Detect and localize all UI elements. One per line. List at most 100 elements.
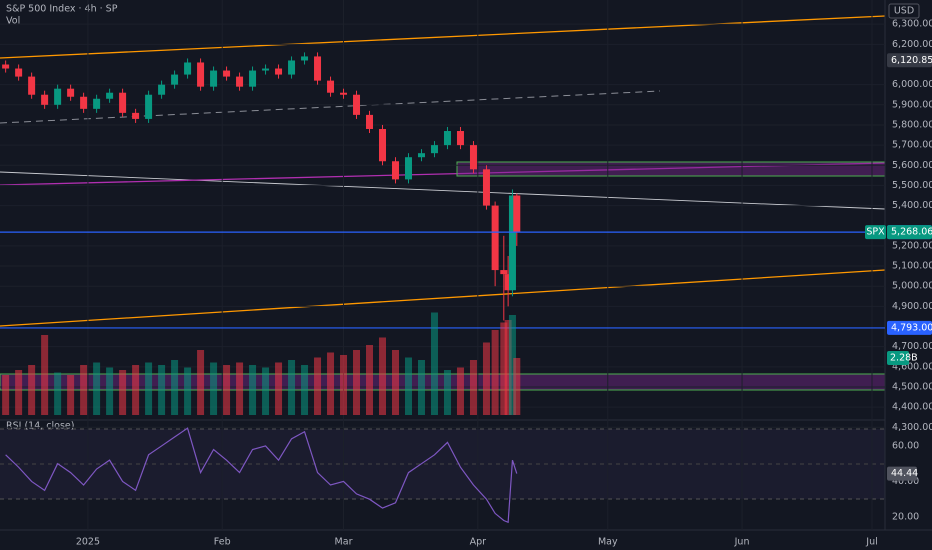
candle-body	[391, 161, 399, 180]
candle-body	[500, 270, 508, 275]
candle-body	[28, 76, 36, 95]
price-tag: 5,268.06	[887, 225, 932, 240]
x-tick-label: Jul	[865, 537, 877, 548]
volume-bar	[54, 372, 62, 415]
price-tag-box	[887, 53, 932, 68]
x-tick-label: 2025	[76, 537, 100, 548]
candle-body	[404, 157, 412, 180]
volume-bar	[508, 315, 516, 415]
volume-bar	[379, 337, 387, 415]
candle-body	[145, 94, 153, 119]
candle-body	[482, 169, 490, 206]
price-tag-label: 5,268.06	[891, 227, 932, 238]
dashed-line	[0, 90, 661, 124]
rsi-tick-label: 20.00	[892, 511, 919, 522]
volume-bar	[210, 362, 218, 415]
candle-body	[417, 153, 425, 158]
volume-bar	[15, 370, 23, 415]
candle-body	[2, 64, 10, 69]
volume-bar	[391, 350, 399, 415]
y-tick-label: 5,500.00	[892, 180, 932, 191]
rsi-title: RSI (14, close)	[6, 421, 74, 432]
volume-bar	[223, 365, 231, 415]
volume-bar	[119, 370, 127, 415]
candle-body	[158, 84, 166, 95]
x-tick-label: Jun	[734, 537, 750, 548]
candle-body	[504, 274, 512, 291]
candle-body	[119, 92, 127, 113]
volume-tag: 2.28B	[887, 351, 918, 365]
x-tick-label: May	[598, 537, 618, 548]
candle-body	[54, 88, 62, 105]
currency: USD	[894, 6, 914, 17]
volume-bar	[93, 362, 101, 415]
candle-body	[379, 128, 387, 162]
volume-bar	[417, 360, 425, 415]
currency-box	[888, 3, 920, 19]
candle-body	[275, 68, 283, 75]
trend-line	[0, 15, 886, 59]
x-tick-label: Feb	[214, 537, 231, 548]
candle-body	[288, 60, 296, 75]
y-tick-label: 5,800.00	[892, 119, 932, 130]
candle-body	[340, 92, 348, 95]
volume-tag-box	[887, 351, 909, 365]
rsi-tick-label: 40.00	[892, 476, 919, 487]
trend-line	[0, 171, 886, 210]
y-tick-label: 6,200.00	[892, 39, 932, 50]
candle-body	[171, 74, 179, 85]
candle-body	[106, 92, 114, 99]
candle-body	[456, 131, 464, 146]
x-tick-label: Mar	[335, 537, 353, 548]
y-tick-label: 6,000.00	[892, 79, 932, 90]
symbol-tag: SPX	[865, 225, 886, 240]
y-tick-label: 4,400.00	[892, 402, 932, 413]
chart-title: S&P 500 Index · 4h · SP	[6, 4, 118, 15]
volume-bar	[41, 335, 49, 415]
price-tag: 4,793.00	[887, 320, 932, 335]
rsi-tag-label: 44.44	[891, 468, 918, 479]
candle-body	[508, 195, 516, 291]
volume-tag-label: 2.28B	[890, 353, 918, 364]
price-tag-box	[887, 225, 932, 240]
y-tick-label: 5,700.00	[892, 140, 932, 151]
volume-bar	[106, 367, 114, 415]
volume-bar	[430, 312, 438, 415]
y-tick-label: 5,400.00	[892, 200, 932, 211]
symbol-tag-box	[865, 225, 886, 240]
volume-bar	[482, 342, 490, 415]
symbol-tag-label: SPX	[866, 227, 885, 238]
zone	[456, 161, 886, 177]
candle-body	[249, 70, 257, 87]
volume-bar	[80, 365, 88, 415]
volume-bar	[197, 350, 205, 415]
volume-title: Vol	[6, 16, 20, 27]
y-tick-label: 4,900.00	[892, 301, 932, 312]
candle-body	[236, 76, 244, 87]
volume-bar	[491, 330, 499, 415]
volume-bar	[67, 375, 75, 415]
volume-bar	[132, 365, 140, 415]
volume-bar	[145, 362, 153, 415]
volume-bar	[314, 357, 322, 415]
rsi-tag-box	[887, 466, 917, 481]
volume-bar	[443, 370, 451, 415]
trend-line	[0, 269, 886, 327]
volume-bar	[500, 322, 508, 415]
rsi-tag: 44.44	[887, 466, 918, 481]
volume-bar	[353, 350, 361, 415]
volume-bar	[456, 367, 464, 415]
candle-body	[262, 68, 270, 71]
volume-bar	[513, 358, 521, 415]
candle-body	[491, 205, 499, 271]
candle-body	[132, 112, 140, 119]
volume-bar	[249, 365, 257, 415]
candle-body	[210, 70, 218, 87]
x-tick-label: Apr	[470, 537, 487, 548]
y-tick-label: 4,600.00	[892, 361, 932, 372]
candle-body	[223, 70, 231, 77]
trend-line	[0, 162, 886, 186]
candle-body	[513, 195, 521, 233]
